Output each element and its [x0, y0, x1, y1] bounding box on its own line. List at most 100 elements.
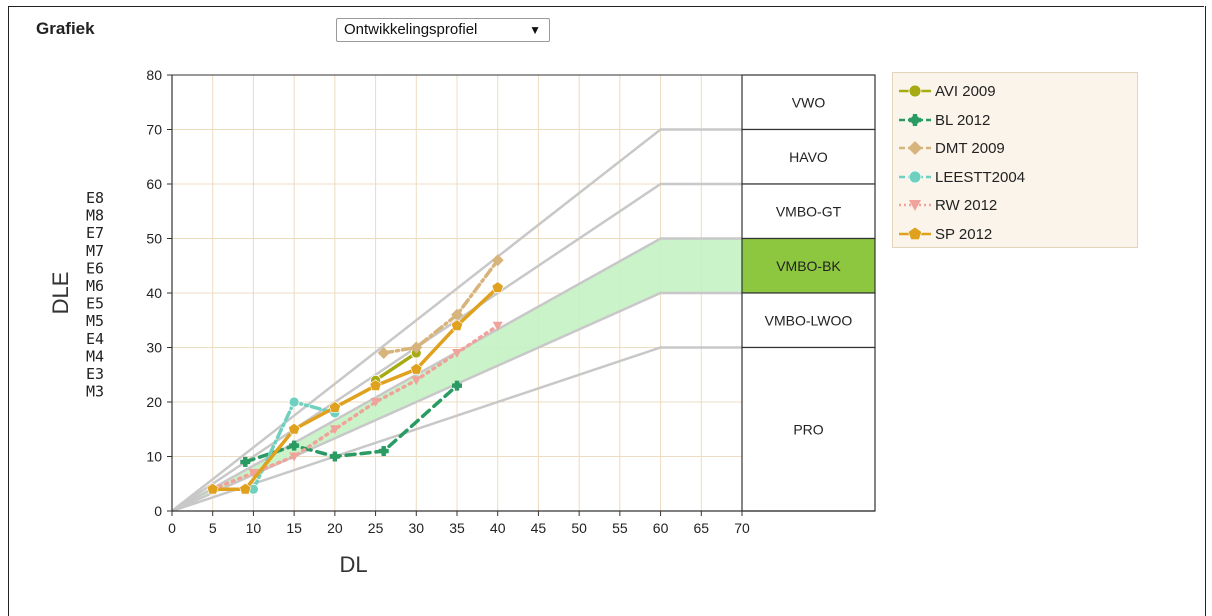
data-point-dmt-2009-1: [410, 341, 423, 354]
zone-label-havo: HAVO: [789, 149, 828, 165]
y-axis-title: DLE: [48, 272, 73, 315]
legend-swatch-bl-2012: [899, 113, 931, 126]
data-point-bl-2012-3-c: [380, 447, 388, 455]
chart-type-dropdown[interactable]: Ontwikkelingsprofiel ▼: [336, 18, 550, 42]
reference-line-50: [171, 237, 742, 513]
zone-box-vwo: [741, 74, 876, 131]
content-frame: [8, 6, 1204, 616]
data-point-bl-2012-3: [378, 446, 389, 457]
level-mark-e4: E4: [86, 330, 104, 348]
x-tick-label-50: 50: [571, 520, 587, 536]
legend-label-bl-2012: BL 2012: [935, 111, 991, 129]
data-point-bl-2012-4: [452, 380, 462, 391]
legend-swatch-rw-2012: [899, 200, 931, 211]
zone-label-vmbo-gt: VMBO-GT: [776, 203, 842, 219]
legend-marker-bl-2012: [909, 113, 921, 126]
legend-swatch-sp-2012: [899, 226, 931, 240]
x-tick-label-60: 60: [653, 520, 669, 536]
zone-label-pro: PRO: [793, 421, 823, 437]
level-mark-m4: M4: [86, 347, 104, 365]
x-tick-label-0: 0: [168, 520, 176, 536]
y-tick-label-40: 40: [146, 285, 162, 301]
legend-marker-rw-2012: [909, 200, 921, 211]
legend-swatch-avi-2009: [899, 84, 931, 98]
legend-marker-dmt-2009: [908, 141, 922, 155]
level-mark-e6: E6: [86, 259, 104, 277]
level-mark-e3: E3: [86, 365, 104, 383]
data-point-bl-2012-0-c: [241, 458, 249, 466]
x-tick-label-5: 5: [209, 520, 217, 536]
data-point-bl-2012-2: [329, 451, 340, 462]
data-point-bl-2012-0: [240, 456, 251, 467]
legend-marker-bl-2012-c: [910, 115, 920, 124]
data-point-sp-2012-1: [239, 482, 252, 495]
y-tick-label-0: 0: [154, 503, 162, 519]
data-point-rw-2012-7: [492, 321, 503, 331]
y-tick-label-30: 30: [146, 340, 162, 356]
data-point-bl-2012-4-c: [453, 382, 461, 390]
series-line-dmt-2009: [381, 258, 500, 355]
zone-label-vwo: VWO: [792, 94, 826, 110]
reference-line-70: [171, 128, 742, 512]
zone-box-vmbo-bk: [741, 237, 876, 294]
level-mark-e5: E5: [86, 295, 104, 313]
level-mark-m7: M7: [86, 242, 104, 260]
y-tick-label-60: 60: [146, 176, 162, 192]
dropdown-arrow-icon: ▼: [529, 23, 541, 37]
level-mark-m5: M5: [86, 312, 104, 330]
legend-marker-leestt2004: [908, 170, 922, 183]
legend-item-sp-2012[interactable]: SP 2012: [893, 221, 1133, 245]
legend-item-leestt2004[interactable]: LEESTT2004: [893, 164, 1133, 188]
y-tick-label-80: 80: [146, 67, 162, 83]
data-point-dmt-2009-3: [491, 254, 504, 267]
data-point-sp-2012-4: [369, 379, 382, 391]
x-tick-label-45: 45: [531, 520, 547, 536]
data-point-dmt-2009-2: [451, 308, 463, 321]
chart-legend: AVI 2009 BL 2012 DMT 2009 LEESTT2004 RW 2012…: [892, 72, 1138, 248]
level-mark-e8: E8: [86, 189, 104, 207]
zone-label-vmbo-bk: VMBO-BK: [776, 258, 841, 274]
x-tick-label-25: 25: [368, 520, 384, 536]
legend-swatch-dmt-2009: [899, 141, 931, 155]
data-point-rw-2012-5: [411, 376, 422, 386]
frame-right-border: [1205, 6, 1206, 616]
level-mark-m3: M3: [86, 383, 104, 401]
zone-box-pro: [741, 346, 876, 512]
x-tick-label-65: 65: [693, 520, 709, 536]
data-point-bl-2012-1-c: [290, 442, 298, 450]
x-tick-label-35: 35: [449, 520, 465, 536]
data-point-sp-2012-7: [491, 281, 504, 293]
legend-item-bl-2012[interactable]: BL 2012: [893, 107, 1133, 131]
series-line-sp-2012: [210, 285, 500, 491]
x-tick-label-10: 10: [246, 520, 262, 536]
legend-label-leestt2004: LEESTT2004: [935, 168, 1026, 186]
legend-item-rw-2012[interactable]: RW 2012: [893, 192, 1133, 216]
data-point-bl-2012-2-c: [331, 453, 339, 460]
dropdown-value: Ontwikkelingsprofiel: [344, 21, 478, 38]
legend-marker-sp-2012: [907, 226, 923, 240]
x-tick-label-30: 30: [408, 520, 424, 536]
legend-swatch-leestt2004: [899, 170, 931, 183]
legend-item-dmt-2009[interactable]: DMT 2009: [893, 135, 1133, 159]
series-line-avi-2009: [373, 351, 419, 382]
x-tick-label-55: 55: [612, 520, 628, 536]
data-point-sp-2012-6: [450, 319, 464, 331]
data-point-sp-2012-3: [328, 401, 341, 413]
legend-item-avi-2009[interactable]: AVI 2009: [893, 78, 1133, 102]
data-point-sp-2012-0: [206, 482, 219, 495]
y-tick-label-10: 10: [146, 449, 162, 465]
x-tick-label-15: 15: [286, 520, 302, 536]
x-tick-label-40: 40: [490, 520, 506, 536]
section-title: Grafiek: [36, 19, 95, 38]
data-point-rw-2012-3: [329, 425, 340, 435]
y-tick-label-70: 70: [146, 122, 162, 138]
data-point-sp-2012-2: [288, 422, 301, 435]
legend-label-dmt-2009: DMT 2009: [935, 140, 1005, 157]
data-point-rw-2012-4: [370, 398, 381, 407]
legend-marker-avi-2009: [908, 84, 922, 98]
data-point-rw-2012-1: [248, 468, 259, 478]
level-mark-m6: M6: [86, 277, 104, 295]
x-tick-label-70: 70: [734, 520, 750, 536]
y-tick-label-50: 50: [146, 231, 162, 247]
